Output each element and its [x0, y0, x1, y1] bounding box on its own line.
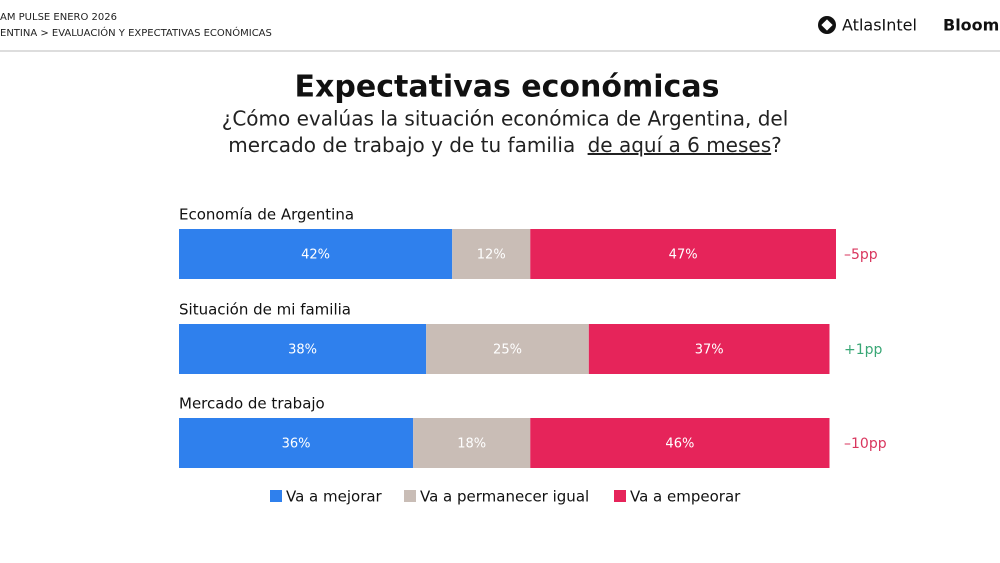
subtitle-emphasis: de aquí a 6 meses [588, 133, 772, 157]
legend-swatch [614, 490, 626, 502]
category-label: Mercado de trabajo [179, 395, 325, 413]
value-label: 38% [288, 343, 317, 358]
chart-title: Expectativas económicas [295, 70, 720, 105]
breadcrumb: ENTINA > EVALUACIÓN Y EXPECTATIVAS ECONÓ… [0, 26, 272, 39]
value-label: 37% [695, 343, 724, 358]
survey-label: AM PULSE ENERO 2026 [0, 12, 117, 23]
subtitle: ¿Cómo evalúas la situación económica de … [222, 107, 789, 131]
bar-segment [452, 229, 531, 279]
brand: AtlasIntel [842, 16, 917, 35]
category-label: Situación de mi familia [179, 301, 351, 319]
brand-logo [818, 16, 836, 34]
bar-segment [530, 229, 836, 279]
bar-segment [179, 324, 427, 374]
bar-segment [179, 418, 414, 468]
value-label: 12% [477, 248, 506, 263]
net-change: –10pp [844, 436, 887, 452]
legend-swatch [404, 490, 416, 502]
bar-segment [413, 418, 531, 468]
subtitle: mercado de trabajo y de tu familia de aq… [228, 133, 782, 157]
bar-segment [530, 418, 830, 468]
value-label: 42% [301, 248, 330, 263]
value-label: 25% [493, 343, 522, 358]
bar-segment [179, 229, 453, 279]
bar-segment [588, 324, 830, 374]
net-change: +1pp [844, 342, 883, 358]
value-label: 18% [457, 437, 486, 452]
category-label: Economía de Argentina [179, 206, 354, 224]
legend-label: Va a mejorar [286, 488, 383, 506]
value-label: 36% [282, 437, 311, 452]
net-change: –5pp [844, 247, 878, 263]
legend-label: Va a empeorar [630, 488, 741, 506]
value-label: 47% [669, 248, 698, 263]
subtitle-part: mercado de trabajo y de tu familia [228, 133, 575, 157]
legend-label: Va a permanecer igual [420, 488, 589, 506]
subtitle-part: ? [771, 133, 782, 157]
legend-swatch [270, 490, 282, 502]
partner: Bloomb [943, 16, 1000, 35]
bar-segment [426, 324, 589, 374]
value-label: 46% [665, 437, 694, 452]
